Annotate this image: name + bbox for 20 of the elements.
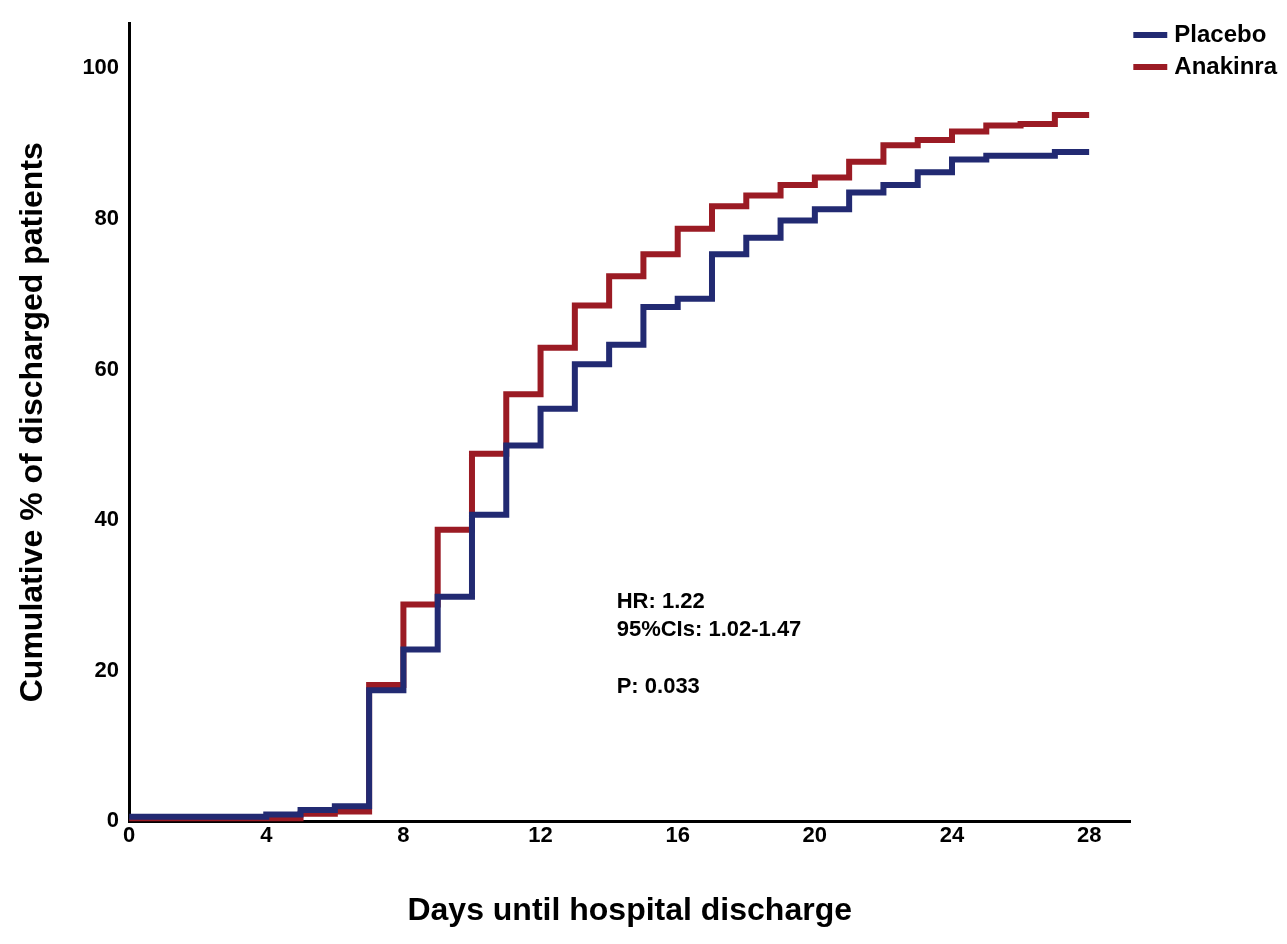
- y-tick-label: 100: [82, 54, 120, 80]
- y-tick-label: 40: [94, 506, 120, 532]
- legend-label: Anakinra: [1174, 51, 1278, 79]
- x-tick-label: 8: [397, 822, 410, 848]
- y-tick-label: 80: [94, 205, 120, 230]
- x-tick-label: 24: [939, 822, 965, 848]
- annotation: HR: 1.22: [616, 587, 705, 613]
- x-tick-label: 4: [260, 822, 274, 848]
- y-tick-label: 20: [94, 656, 120, 682]
- x-axis-title: Days until hospital discharge: [407, 890, 852, 927]
- annotation: P: 0.033: [616, 673, 700, 699]
- annotation: 95%CIs: 1.02-1.47: [616, 615, 802, 641]
- y-tick-label: 60: [94, 355, 120, 381]
- x-tick-label: 0: [122, 822, 136, 848]
- legend-label: Placebo: [1174, 19, 1267, 47]
- x-tick-label: 20: [802, 822, 828, 848]
- x-tick-label: 28: [1076, 822, 1102, 848]
- x-tick-label: 16: [665, 822, 690, 848]
- x-tick-label: 12: [528, 822, 553, 848]
- y-axis-title: Cumulative % of discharged patients: [13, 142, 50, 703]
